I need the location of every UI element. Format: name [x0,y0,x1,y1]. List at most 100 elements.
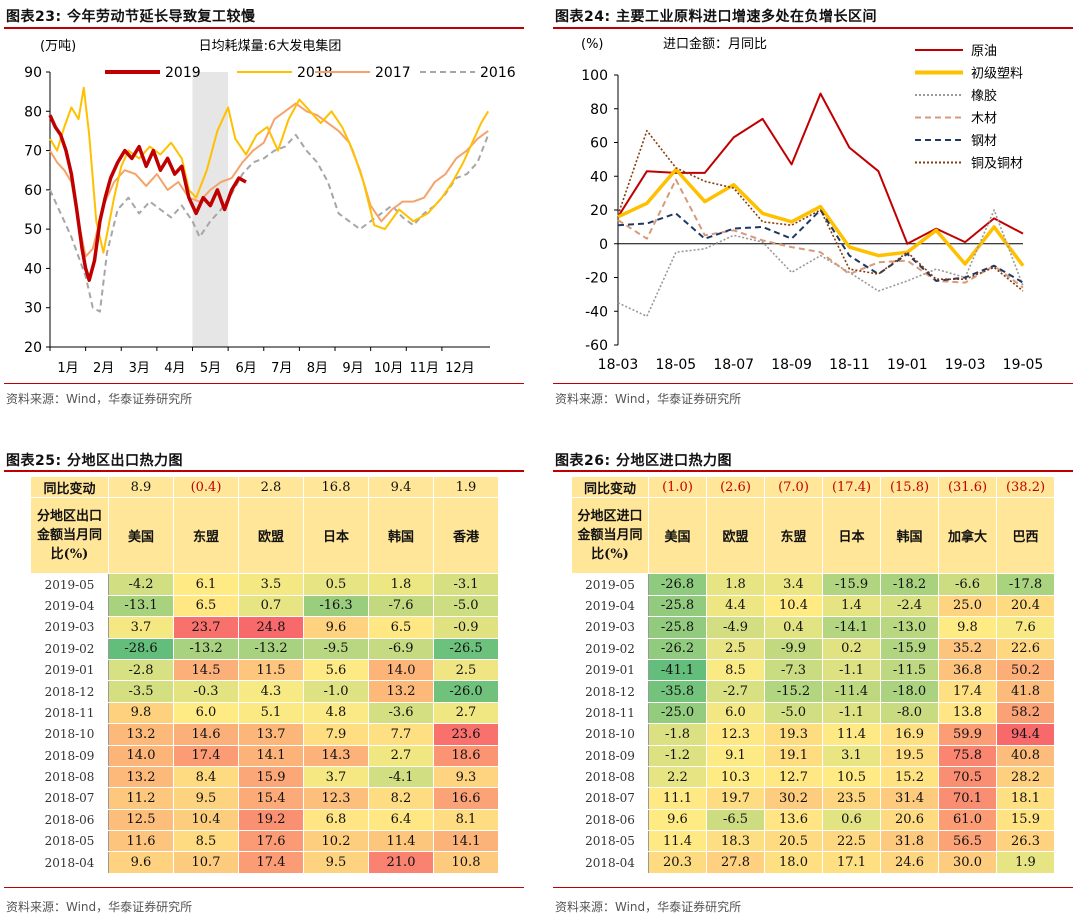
heatmap-cell: 61.0 [938,808,997,832]
heatmap-cell: 17.1 [822,851,881,874]
column-header: 东盟 [764,497,823,575]
column-header: 日本 [303,497,369,575]
heatmap-cell: 3.7 [303,765,369,789]
fig26-title-rule [553,470,1073,472]
heatmap-cell: 15.4 [238,787,304,810]
heatmap-cell: 58.2 [996,701,1055,725]
heatmap-cell: -0.9 [433,616,499,639]
fig26-heatmap: 同比变动 (1.0) (2.6) (7.0) (17.4) (15.8) (31.6) (38… [571,475,1055,874]
heatmap-cell: 3.1 [822,744,881,767]
table-row: 2018-08 2.2 10.3 12.7 10.5 15.2 70.5 28.2 [571,765,1055,789]
fig24-title: 图表24: 主要工业原料进口增速多处在负增长区间 [555,9,877,25]
heatmap-cell: 1.9 [996,851,1055,874]
heatmap-cell: 12.3 [706,723,765,746]
fig23-title: 图表23: 今年劳动节延长导致复工较慢 [6,9,256,25]
heatmap-cell: 9.6 [648,808,707,832]
column-header: 香港 [433,497,499,575]
y-tick-label: 0 [599,237,608,253]
row-label: 2018-10 [30,723,109,746]
heatmap-cell: -25.0 [648,701,707,725]
heatmap-cell: 5.6 [303,658,369,682]
change-cell: (7.0) [764,475,823,499]
row-label: 2018-06 [571,808,649,832]
heatmap-cell: -5.0 [433,594,499,618]
metric-header-label: 分地区进口金额当月同比(%) [571,497,649,575]
heatmap-cell: -0.3 [173,680,239,703]
heatmap-cell: 13.7 [238,723,304,746]
legend-label-橡胶: 橡胶 [971,88,997,104]
heatmap-cell: 12.7 [764,765,823,789]
table-row: 2018-11 -25.0 6.0 -5.0 -1.1 -8.0 13.8 58.2 [571,701,1055,725]
table-row: 2018-05 11.6 8.5 17.6 10.2 11.4 14.1 [30,830,499,853]
heatmap-cell: -8.0 [880,701,939,725]
table-row: 2019-01 -2.8 14.5 11.5 5.6 14.0 2.5 [30,658,499,682]
heatmap-cell: 11.4 [822,723,881,746]
y-tick-label: 30 [24,301,42,317]
heatmap-cell: -26.5 [433,637,499,660]
x-tick-label: 9月 [342,361,363,376]
table-row: 2018-07 11.2 9.5 15.4 12.3 8.2 16.6 [30,787,499,810]
heatmap-cell: 31.8 [880,830,939,853]
row-label: 2018-06 [30,808,109,832]
row-label: 2019-05 [571,573,649,596]
x-tick-label: 19-05 [1003,357,1044,373]
heatmap-cell: 23.5 [822,787,881,810]
heatmap-cell: 9.8 [938,616,997,639]
fig25-source: 资料来源：Wind，华泰证券研究所 [6,900,193,914]
heatmap-cell: 27.8 [706,851,765,874]
heatmap-cell: 94.4 [996,723,1055,746]
table-row: 2018-06 9.6 -6.5 13.6 0.6 20.6 61.0 15.9 [571,808,1055,832]
change-cell: (17.4) [822,475,881,499]
column-header: 欧盟 [238,497,304,575]
row-label: 2019-04 [571,594,649,618]
heatmap-cell: 2.7 [368,744,434,767]
y-tick-label: 80 [24,104,42,120]
heatmap-cell: -11.4 [822,680,881,703]
row-label: 2018-12 [571,680,649,703]
x-tick-label: 18-11 [829,357,870,373]
column-header: 东盟 [173,497,239,575]
heatmap-cell: 19.1 [764,744,823,767]
fig24-title-rule [553,27,1073,29]
heatmap-cell: -4.9 [706,616,765,639]
row-label: 2018-09 [30,744,109,767]
y-axis-unit: (万吨) [40,39,76,54]
legend-label-2019: 2019 [165,65,201,81]
y-tick-label: -40 [585,304,608,320]
heatmap-cell: -6.5 [706,808,765,832]
heatmap-cell: 11.1 [648,787,707,810]
x-tick-label: 10月 [374,361,404,376]
y-tick-label: 60 [24,183,42,199]
row-label: 2018-04 [571,851,649,874]
metric-header-label: 分地区出口金额当月同比(%) [30,497,109,575]
heatmap-cell: 13.8 [938,701,997,725]
heatmap-cell: 36.8 [938,658,997,682]
x-tick-label: 18-09 [771,357,812,373]
legend-label-钢材: 钢材 [971,134,997,149]
fig23-title-rule [4,27,524,29]
heatmap-cell: 11.6 [108,830,174,853]
column-header: 韩国 [880,497,939,575]
y-tick-label: 100 [581,68,608,84]
heatmap-cell: 10.8 [433,851,499,874]
series-line-原油 [617,92,1024,245]
heatmap-cell: -16.3 [303,594,369,618]
heatmap-cell: 9.6 [303,616,369,639]
heatmap-cell: 7.7 [368,723,434,746]
heatmap-cell: 24.8 [238,616,304,639]
heatmap-cell: 56.5 [938,830,997,853]
heatmap-cell: 5.1 [238,701,304,725]
heatmap-cell: 9.5 [303,851,369,874]
row-label: 2018-05 [571,830,649,853]
heatmap-cell: 8.2 [368,787,434,810]
heatmap-cell: 15.9 [996,808,1055,832]
y-tick-label: 90 [24,65,42,81]
legend-label-初级塑料: 初级塑料 [971,67,1023,82]
heatmap-cell: 22.6 [996,637,1055,660]
change-cell: (15.8) [880,475,939,499]
heatmap-cell: -15.9 [822,573,881,596]
fig25-title-rule [4,470,524,472]
row-label: 2018-09 [571,744,649,767]
heatmap-cell: -1.8 [648,723,707,746]
change-header-label: 同比变动 [571,475,649,499]
